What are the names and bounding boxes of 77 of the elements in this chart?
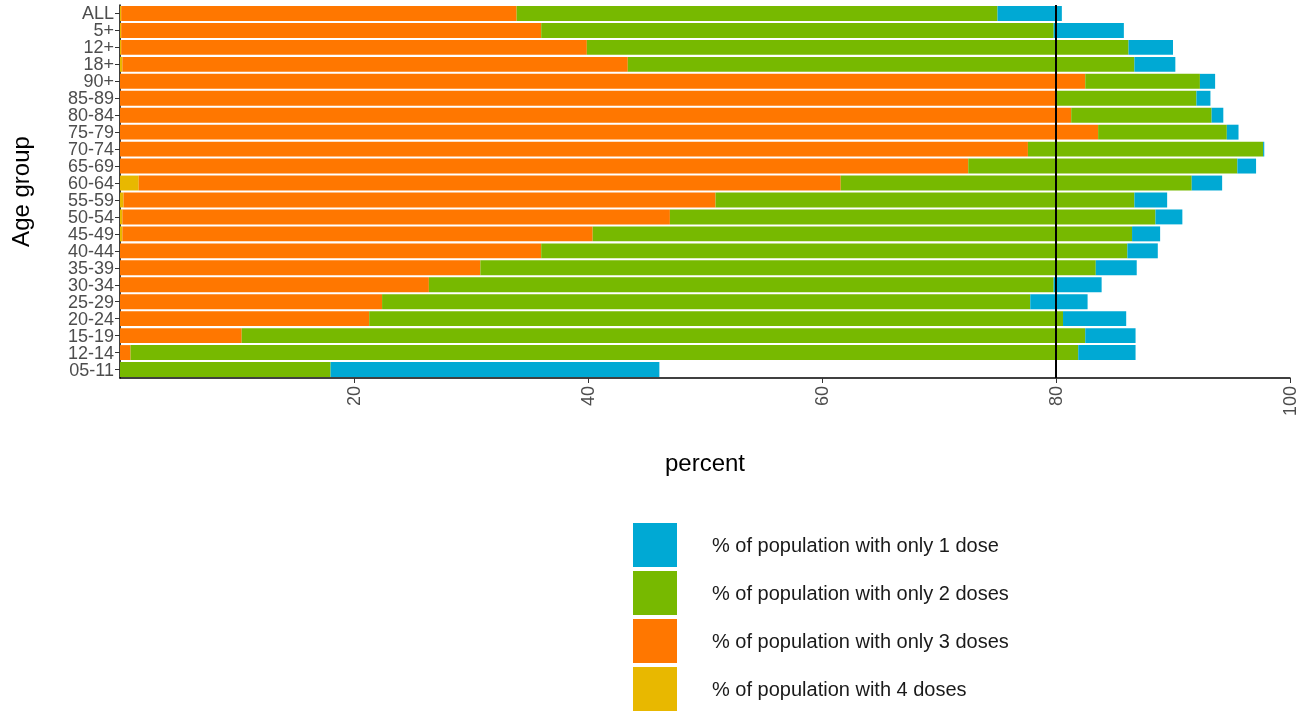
bar <box>1027 141 1264 157</box>
bar <box>120 362 331 377</box>
bar <box>840 175 1192 191</box>
bar <box>480 260 1096 276</box>
bar <box>669 209 1156 225</box>
bar <box>122 56 628 72</box>
bar <box>120 90 1056 106</box>
bar <box>1211 107 1224 123</box>
bar <box>428 277 1054 293</box>
bar <box>1128 39 1173 55</box>
bar <box>123 192 716 208</box>
bar <box>1078 345 1136 361</box>
bar <box>1199 73 1216 89</box>
bar <box>120 73 1086 89</box>
bar <box>120 141 1028 157</box>
bar <box>130 345 1079 361</box>
bar <box>1085 73 1200 89</box>
bar <box>120 107 1072 123</box>
bar <box>120 192 124 208</box>
bar <box>592 226 1133 242</box>
bar <box>541 22 1054 38</box>
bar <box>120 294 383 310</box>
bar <box>121 39 587 55</box>
legend-label: % of population with only 2 doses <box>712 582 1009 604</box>
y-axis-title: Age group <box>6 136 34 247</box>
bar <box>1085 328 1136 344</box>
bar <box>1056 90 1197 106</box>
bar <box>1191 175 1223 191</box>
bar <box>330 362 660 377</box>
x-tick-label: 80 <box>1046 386 1066 407</box>
bar <box>1226 124 1239 140</box>
legend-label: % of population with only 3 doses <box>712 630 1009 652</box>
legend-label: % of population with 4 doses <box>712 678 967 700</box>
bar <box>1196 90 1211 106</box>
bar <box>1132 226 1161 242</box>
bar <box>138 175 841 191</box>
bar <box>1053 22 1124 38</box>
bar <box>1155 209 1183 225</box>
bar <box>121 22 542 38</box>
bar <box>120 277 429 293</box>
x-tick-label: 20 <box>344 386 364 407</box>
x-axis-title: percent <box>664 448 746 476</box>
bar <box>120 328 242 344</box>
bar <box>120 260 481 276</box>
bar <box>120 243 542 259</box>
bar <box>121 6 517 21</box>
bar <box>120 345 131 361</box>
bar <box>1134 192 1168 208</box>
bar <box>120 124 1099 140</box>
bar <box>382 294 1031 310</box>
bar <box>516 6 998 21</box>
bar <box>997 6 1062 21</box>
bar <box>627 56 1135 72</box>
bar <box>122 226 593 242</box>
legend-label: % of population with only 1 dose <box>712 534 999 556</box>
x-tick-label: 40 <box>578 386 598 407</box>
bar <box>1127 243 1158 259</box>
bar <box>122 209 670 225</box>
bar <box>1095 260 1137 276</box>
bar <box>1030 294 1088 310</box>
bar <box>241 328 1086 344</box>
bar <box>541 243 1128 259</box>
bar <box>120 175 139 191</box>
bar <box>1098 124 1227 140</box>
bar <box>369 311 1064 327</box>
bar <box>1071 107 1212 123</box>
bar <box>1063 311 1127 327</box>
bar <box>120 311 370 327</box>
bar <box>968 158 1238 174</box>
bar <box>120 158 969 174</box>
bar <box>1134 56 1176 72</box>
bar <box>586 39 1129 55</box>
bar <box>1053 277 1102 293</box>
bar <box>715 192 1135 208</box>
x-tick-label: 60 <box>812 386 832 407</box>
x-tick-label: 100 <box>1280 386 1300 417</box>
bar <box>1237 158 1257 174</box>
